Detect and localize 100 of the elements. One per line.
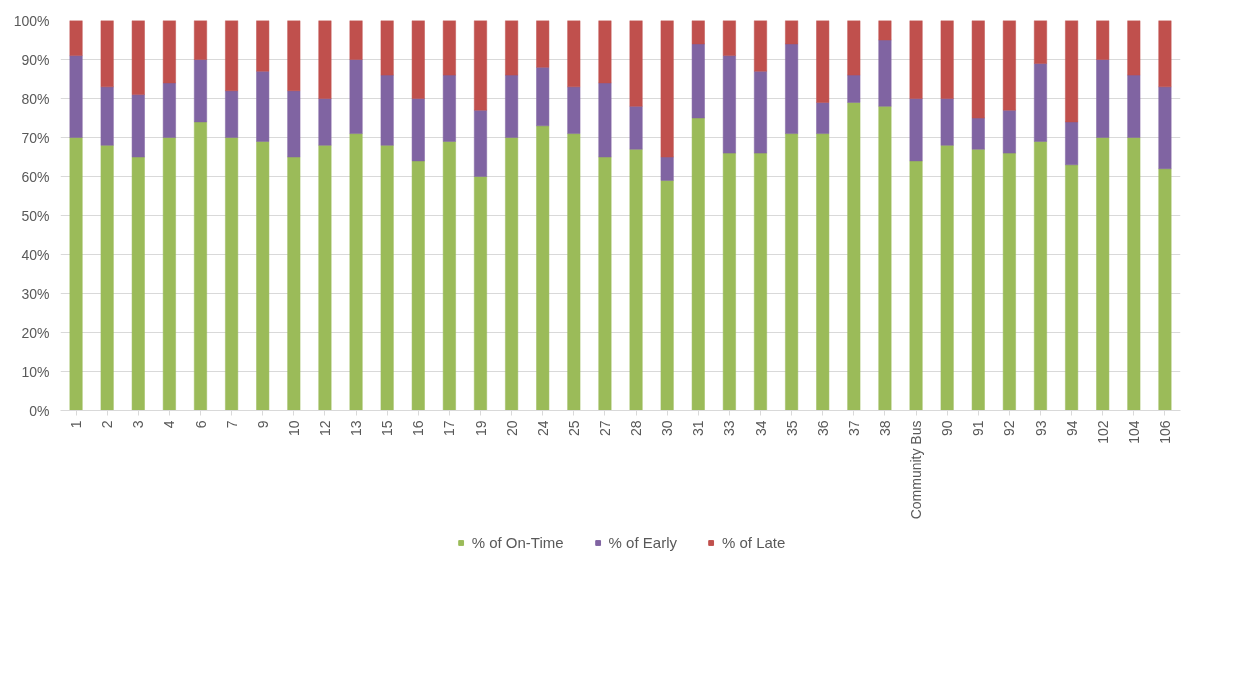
bar — [1033, 62, 1048, 142]
bar — [971, 20, 985, 119]
bar — [100, 144, 114, 411]
bar — [847, 74, 861, 103]
x-tick-label: 93 — [1032, 420, 1049, 437]
bar — [1033, 140, 1048, 411]
bar — [598, 82, 612, 158]
x-tick-label: 30 — [659, 420, 676, 437]
bar — [100, 86, 114, 146]
bar — [753, 152, 768, 411]
x-tick-label: 20 — [503, 420, 520, 437]
legend-label: % of On-Time — [471, 533, 564, 551]
bar — [473, 176, 488, 411]
legend-label: % of Early — [608, 533, 677, 551]
x-tick-label: 10 — [285, 420, 302, 437]
bar — [69, 137, 83, 411]
bar — [504, 20, 519, 76]
bar — [691, 117, 705, 411]
bar — [473, 109, 488, 177]
bar — [287, 156, 301, 411]
legend-label: % of Late — [721, 533, 786, 551]
bar — [1158, 86, 1172, 170]
bar — [784, 20, 799, 45]
x-tick-label: 35 — [783, 420, 800, 437]
x-tick-label: 106 — [1156, 420, 1173, 444]
bar — [629, 105, 643, 150]
y-tick-label: 10% — [21, 363, 50, 380]
bar — [691, 43, 705, 119]
x-tick-label: 15 — [379, 420, 396, 437]
bar — [69, 55, 83, 138]
bar — [1002, 152, 1017, 411]
x-tick-label: 102 — [1094, 420, 1111, 444]
bar — [411, 98, 425, 162]
bar — [1158, 20, 1172, 88]
bar — [131, 94, 145, 158]
bar — [131, 156, 145, 411]
bar — [1064, 164, 1079, 411]
bar — [536, 66, 550, 127]
bar — [691, 20, 705, 45]
bar — [567, 20, 581, 88]
bar — [442, 74, 457, 142]
bar — [1002, 109, 1017, 154]
x-tick-label: 92 — [1001, 420, 1018, 437]
x-tick-label: 38 — [876, 420, 893, 437]
x-tick-label: 94 — [1063, 420, 1080, 437]
bar — [504, 137, 519, 411]
y-tick-label: 40% — [21, 246, 50, 263]
bar — [287, 20, 301, 92]
bar — [660, 156, 674, 181]
x-tick-label: 31 — [690, 420, 707, 437]
bar — [567, 86, 581, 135]
bar — [1002, 20, 1017, 111]
bar — [940, 98, 954, 146]
bar — [1158, 168, 1172, 411]
bar — [1096, 59, 1110, 138]
bar — [349, 133, 363, 411]
bar — [940, 20, 954, 99]
x-tick-label: 36 — [814, 420, 831, 437]
x-tick-label: 9 — [254, 420, 271, 429]
x-tick-label: 3 — [130, 420, 147, 429]
bar — [1127, 137, 1141, 411]
y-tick-label: 100% — [13, 12, 50, 29]
x-tick-label: 27 — [596, 420, 613, 437]
bar — [722, 55, 737, 154]
y-tick-label: 70% — [21, 129, 50, 146]
x-tick-label: 1 — [68, 420, 85, 429]
bar — [847, 20, 861, 76]
bar — [442, 20, 457, 76]
x-tick-label: 4 — [161, 420, 178, 429]
bar — [224, 137, 239, 411]
bar — [380, 144, 394, 411]
bar — [318, 144, 332, 411]
bar — [1127, 20, 1141, 76]
bar — [971, 148, 985, 411]
bar — [100, 20, 114, 88]
x-tick-label: 90 — [939, 420, 956, 437]
bar — [1096, 137, 1110, 411]
bar — [224, 20, 239, 92]
bar — [69, 20, 83, 57]
bar — [816, 20, 830, 103]
bar — [473, 20, 488, 111]
bar — [567, 133, 581, 411]
y-tick-label: 80% — [21, 90, 50, 107]
bar — [256, 20, 270, 72]
bar — [722, 20, 737, 57]
x-tick-label: 104 — [1125, 420, 1142, 444]
y-tick-label: 20% — [21, 324, 50, 341]
bar — [1064, 20, 1079, 123]
bar — [909, 160, 923, 411]
y-tick-label: 90% — [21, 51, 50, 68]
bar — [380, 74, 394, 146]
bar — [536, 125, 550, 411]
bar — [411, 160, 425, 411]
x-tick-label: 16 — [410, 420, 427, 437]
y-tick-label: 60% — [21, 168, 50, 185]
bar — [380, 20, 394, 76]
bar — [722, 152, 737, 411]
bar — [598, 156, 612, 411]
x-tick-label: 7 — [223, 420, 240, 429]
bar — [629, 148, 643, 411]
